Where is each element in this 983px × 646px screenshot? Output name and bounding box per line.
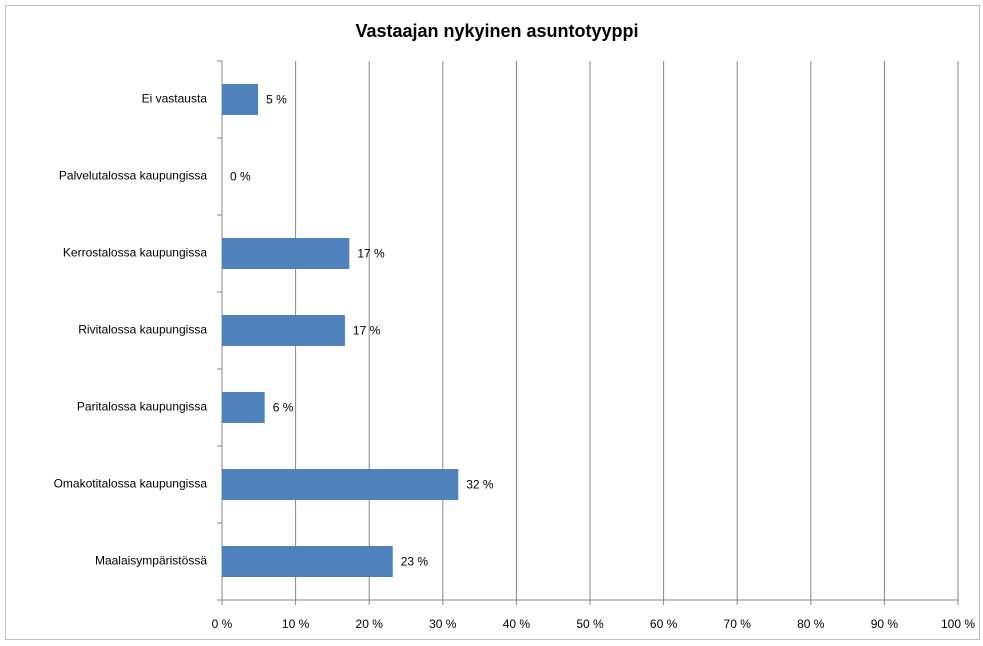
data-label: 17 %	[353, 324, 381, 338]
data-label: 0 %	[230, 170, 251, 184]
bar	[222, 238, 350, 269]
data-label: 23 %	[401, 555, 429, 569]
data-label: 32 %	[466, 478, 494, 492]
bar	[222, 546, 393, 577]
bar	[222, 315, 345, 346]
bar	[222, 84, 259, 115]
y-tick-label: Kerrostalossa kaupungissa	[63, 246, 207, 260]
x-tick-label: 100 %	[941, 617, 975, 631]
y-tick-label: Omakotitalossa kaupungissa	[54, 477, 208, 491]
x-tick-label: 70 %	[724, 617, 752, 631]
y-tick-label: Paritalossa kaupungissa	[77, 400, 207, 414]
y-tick-label: Maalaisympäristössä	[95, 554, 207, 568]
data-label: 5 %	[266, 93, 287, 107]
x-tick-label: 20 %	[356, 617, 384, 631]
x-tick-label: 0 %	[212, 617, 233, 631]
x-tick-label: 40 %	[503, 617, 531, 631]
y-tick-label: Ei vastausta	[142, 92, 208, 106]
bar	[222, 392, 265, 423]
x-tick-label: 50 %	[576, 617, 604, 631]
x-tick-label: 10 %	[282, 617, 310, 631]
x-tick-label: 30 %	[429, 617, 457, 631]
data-label: 6 %	[273, 401, 294, 415]
y-tick-label: Palvelutalossa kaupungissa	[59, 169, 207, 183]
x-tick-label: 90 %	[871, 617, 899, 631]
y-tick-label: Rivitalossa kaupungissa	[78, 323, 207, 337]
chart-title: Vastaajan nykyinen asuntotyyppi	[355, 21, 638, 41]
bar	[222, 469, 459, 500]
chart-frame	[5, 5, 980, 640]
data-label: 17 %	[357, 247, 385, 261]
x-tick-label: 60 %	[650, 617, 678, 631]
x-tick-label: 80 %	[797, 617, 825, 631]
